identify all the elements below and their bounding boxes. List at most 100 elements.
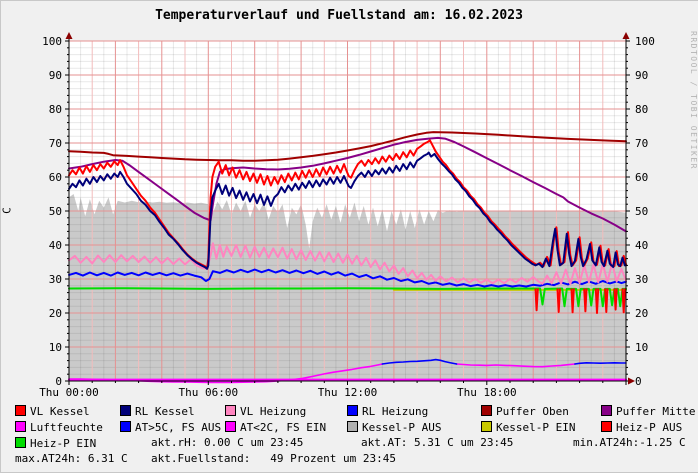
legend-label: VL Kessel: [30, 405, 90, 418]
legend-item-2-0: Heiz-P EIN: [15, 437, 96, 450]
legend-swatch: [120, 405, 131, 416]
legend-swatch: [481, 421, 492, 432]
svg-text:100: 100: [635, 35, 655, 48]
series-heiz-p-aus: [534, 288, 539, 312]
legend-label: VL Heizung: [240, 405, 307, 418]
svg-text:Thu 18:00: Thu 18:00: [457, 386, 517, 399]
arrow-up-right: [622, 32, 630, 39]
rrdtool-watermark: RRDTOOL / TOBI OETIKER: [689, 31, 698, 170]
legend-swatch: [225, 405, 236, 416]
legend-label: Kessel-P EIN: [496, 421, 576, 434]
svg-text:30: 30: [635, 273, 648, 286]
svg-text:20: 20: [635, 307, 648, 320]
legend-label: Heiz-P AUS: [616, 421, 683, 434]
legend-label: Luftfeuchte: [30, 421, 103, 434]
legend-item-0-3: RL Heizung: [347, 405, 428, 418]
legend-item-1-5: Heiz-P AUS: [601, 421, 682, 434]
svg-text:60: 60: [635, 171, 648, 184]
svg-text:90: 90: [635, 69, 648, 82]
svg-text:50: 50: [635, 205, 648, 218]
legend-item-2-1: akt.rH: 0.00 C um 23:45: [151, 437, 303, 449]
arrow-up-left: [65, 32, 73, 39]
svg-text:Thu 00:00: Thu 00:00: [39, 386, 99, 399]
legend-swatch: [347, 405, 358, 416]
legend-swatch: [15, 437, 26, 448]
series-heiz-p-aus: [621, 288, 626, 314]
legend-label: akt.Fuellstand: 49 Prozent um 23:45: [151, 452, 397, 465]
legend-swatch: [481, 405, 492, 416]
legend-label: RL Heizung: [362, 405, 429, 418]
legend-swatch: [601, 421, 612, 432]
legend-item-3-0: max.AT24h: 6.31 C: [15, 453, 128, 465]
series-heiz-p-aus: [613, 288, 618, 311]
svg-text:80: 80: [635, 103, 648, 116]
legend-item-3-1: akt.Fuellstand: 49 Prozent um 23:45: [151, 453, 396, 465]
grid: [69, 40, 626, 381]
svg-text:Thu 12:00: Thu 12:00: [318, 386, 378, 399]
svg-text:40: 40: [49, 239, 62, 252]
legend-label: min.AT24h:-1.25 C: [573, 436, 686, 449]
legend-item-0-5: Puffer Mitte: [601, 405, 695, 418]
series-at-ueber-5c: [381, 358, 458, 365]
series-rl-kessel: [68, 151, 627, 270]
svg-text:Thu 06:00: Thu 06:00: [178, 386, 238, 399]
legend-label: Kessel-P AUS: [362, 421, 442, 434]
series-puffer-mitte: [68, 136, 627, 233]
legend-label: akt.rH: 0.00 C um 23:45: [151, 436, 304, 449]
series-lines: [68, 131, 627, 384]
axes: [65, 32, 635, 385]
svg-text:20: 20: [49, 307, 62, 320]
svg-text:70: 70: [49, 137, 62, 150]
svg-text:80: 80: [49, 103, 62, 116]
svg-text:70: 70: [635, 137, 648, 150]
series-vl-heizung: [68, 242, 627, 286]
series-heiz-p-aus: [556, 288, 561, 313]
legend-label: AT<2C, FS EIN: [240, 421, 327, 434]
series-heiz-p-aus: [583, 288, 588, 313]
svg-text:0: 0: [55, 375, 62, 388]
series-at-ueber-5c: [574, 361, 627, 365]
legend-swatch: [120, 421, 131, 432]
tick-labels: 0 0 10 10 20 20 30 30 40 40 50 50 60 60 70 70 80 80 90 90 10…: [39, 35, 655, 399]
legend-item-1-0: Luftfeuchte: [15, 421, 103, 434]
svg-text:100: 100: [42, 35, 62, 48]
legend-swatch: [347, 421, 358, 432]
chart-title: Temperaturverlauf und Fuellstand am: 16.…: [155, 8, 523, 23]
series-heiz-p-aus: [594, 288, 600, 314]
legend-item-0-0: VL Kessel: [15, 405, 90, 418]
legend-item-1-1: AT>5C, FS AUS: [120, 421, 221, 434]
series-puffer-oben: [68, 131, 627, 162]
legend-label: Heiz-P EIN: [30, 437, 97, 450]
legend-item-0-2: VL Heizung: [225, 405, 306, 418]
arrow-right: [628, 377, 635, 385]
legend-item-1-2: AT<2C, FS EIN: [225, 421, 326, 434]
svg-text:40: 40: [635, 239, 648, 252]
series-at-unter-2c: [68, 363, 384, 384]
legend-swatch: [15, 405, 26, 416]
legend-item-2-3: min.AT24h:-1.25 C: [573, 437, 686, 449]
series-heiz-p-aus: [604, 288, 609, 313]
svg-text:50: 50: [49, 205, 62, 218]
legend-swatch: [15, 421, 26, 432]
svg-text:90: 90: [49, 69, 62, 82]
legend-item-1-3: Kessel-P AUS: [347, 421, 441, 434]
legend-item-2-2: akt.AT: 5.31 C um 23:45: [361, 437, 513, 449]
series-rl-heizung: [68, 268, 627, 288]
legend-swatch: [225, 421, 236, 432]
svg-text:60: 60: [49, 171, 62, 184]
legend-label: AT>5C, FS AUS: [135, 421, 222, 434]
svg-text:10: 10: [635, 341, 648, 354]
series-at-unter-2c: [455, 363, 576, 368]
legend-swatch: [601, 405, 612, 416]
legend-label: RL Kessel: [135, 405, 195, 418]
svg-text:30: 30: [49, 273, 62, 286]
legend-item-0-1: RL Kessel: [120, 405, 195, 418]
series-heiz-p-aus: [570, 288, 575, 314]
svg-text:0: 0: [635, 375, 642, 388]
legend-item-0-4: Puffer Oben: [481, 405, 569, 418]
legend-label: Puffer Mitte: [616, 405, 696, 418]
legend-label: max.AT24h: 6.31 C: [15, 452, 128, 465]
